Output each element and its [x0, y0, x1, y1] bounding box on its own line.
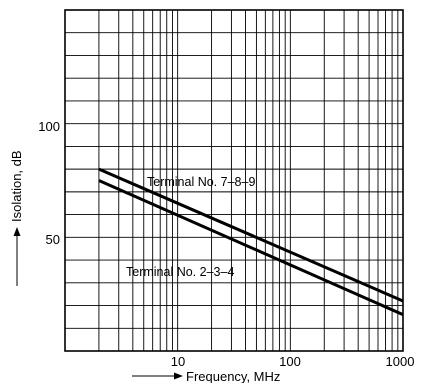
x-axis-arrowhead — [174, 372, 183, 380]
x-axis-label: Frequency, MHz — [186, 369, 280, 383]
vertical-grid — [98, 10, 399, 351]
x-tick-label-10: 10 — [171, 354, 185, 369]
x-tick-label-1000: 1000 — [386, 354, 415, 369]
series-label-terminal-2-3-4: Terminal No. 2–3–4 — [126, 265, 234, 279]
horizontal-grid — [65, 32, 403, 329]
y-axis-arrowhead — [13, 227, 21, 236]
y-tick-label-100: 100 — [38, 119, 60, 134]
series-label-terminal-7-8-9: Terminal No. 7–8–9 — [147, 175, 255, 189]
y-tick-label-50: 50 — [46, 232, 60, 247]
plot-frame — [64, 9, 404, 352]
y-axis-label: Isolation, dB — [9, 150, 24, 222]
series-line-terminal-7-8-9 — [98, 167, 404, 303]
x-tick-label-100: 100 — [279, 354, 301, 369]
series-line-terminal-2-3-4 — [98, 179, 404, 317]
